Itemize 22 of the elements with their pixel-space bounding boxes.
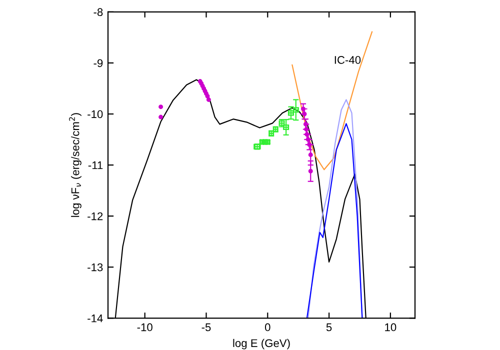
annotation: IC-40 <box>334 56 361 64</box>
y-tick-label: -14 <box>88 314 103 322</box>
point <box>158 114 164 120</box>
y-tick-label: -9 <box>94 59 103 68</box>
y-tick-label: -10 <box>88 110 103 118</box>
line-series <box>292 31 373 170</box>
point <box>205 94 210 98</box>
point <box>206 97 211 102</box>
x-tick-label: -10 <box>137 323 152 332</box>
x-tick-label: -5 <box>202 323 211 332</box>
y-tick-label: -8 <box>94 8 103 16</box>
point <box>158 104 164 110</box>
point <box>308 152 313 158</box>
y-axis-title: log νF$_{ν}$ (erg/sec/cm$^{2}$) <box>69 113 82 217</box>
x-tick-label: 0 <box>264 323 270 332</box>
x-tick-label: 5 <box>326 323 332 332</box>
x-axis-title: log E (GeV) <box>233 338 290 350</box>
y-tick-label: -13 <box>88 263 103 272</box>
point <box>308 168 313 174</box>
y-tick-label: -11 <box>88 161 103 170</box>
x-tick-label: 10 <box>385 323 396 332</box>
y-tick-label: -12 <box>88 212 103 220</box>
